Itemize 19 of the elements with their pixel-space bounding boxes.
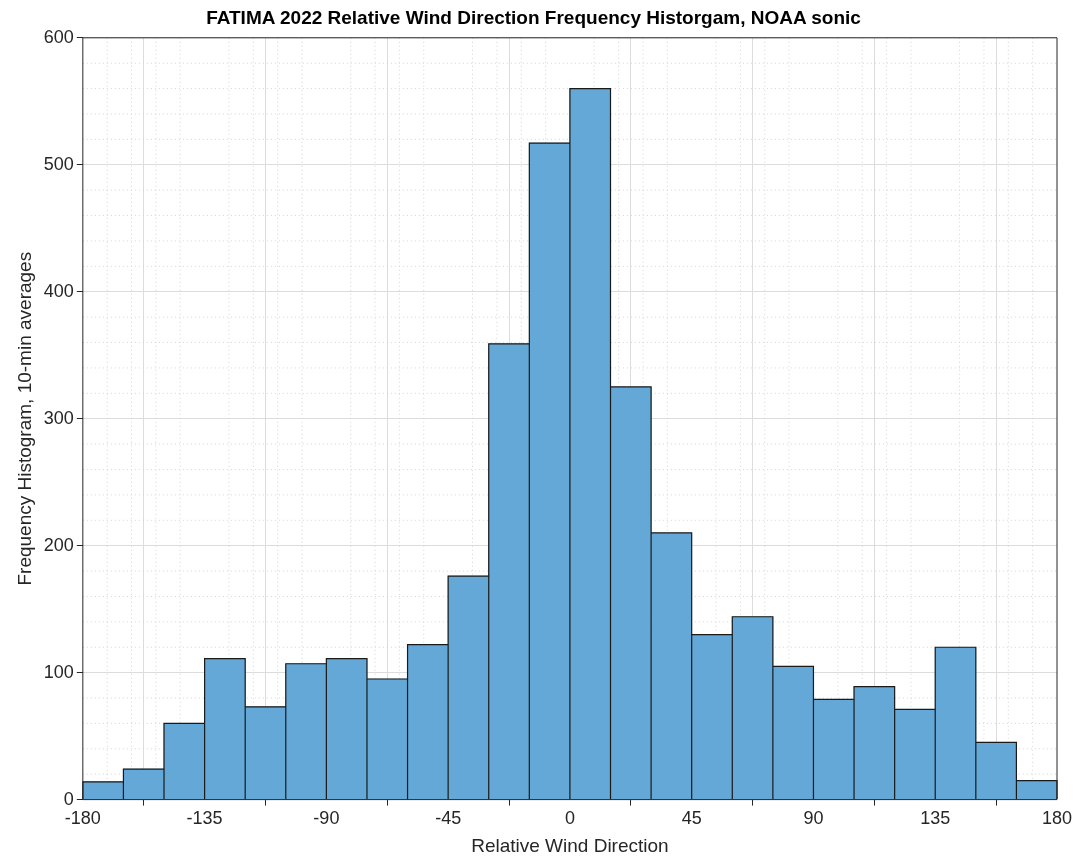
x-tick-label: 180 (1041, 808, 1073, 829)
y-tick-label: 600 (43, 26, 74, 47)
y-tick-label: 500 (43, 153, 74, 174)
y-tick-label: 400 (43, 280, 74, 301)
y-tick-label: 200 (43, 534, 74, 555)
x-tick-label: 0 (564, 808, 575, 829)
y-axis-title: Frequency Histogram, 10-min averages (13, 251, 35, 586)
x-tick-label: -135 (186, 808, 223, 829)
y-tick-label: 300 (43, 407, 74, 428)
x-tick-label: -45 (435, 808, 462, 829)
x-axis-title: Relative Wind Direction (471, 834, 669, 856)
x-tick-label: 45 (681, 808, 702, 829)
x-tick-label: -180 (64, 808, 101, 829)
x-tick-label: 90 (803, 808, 824, 829)
chart-title: FATIMA 2022 Relative Wind Direction Frequency Historgam, NOAA sonic (206, 6, 862, 28)
y-tick-label: 0 (63, 788, 74, 809)
x-tick-label: -90 (313, 808, 340, 829)
y-tick-label: 100 (43, 661, 74, 682)
x-tick-label: 135 (920, 808, 951, 829)
